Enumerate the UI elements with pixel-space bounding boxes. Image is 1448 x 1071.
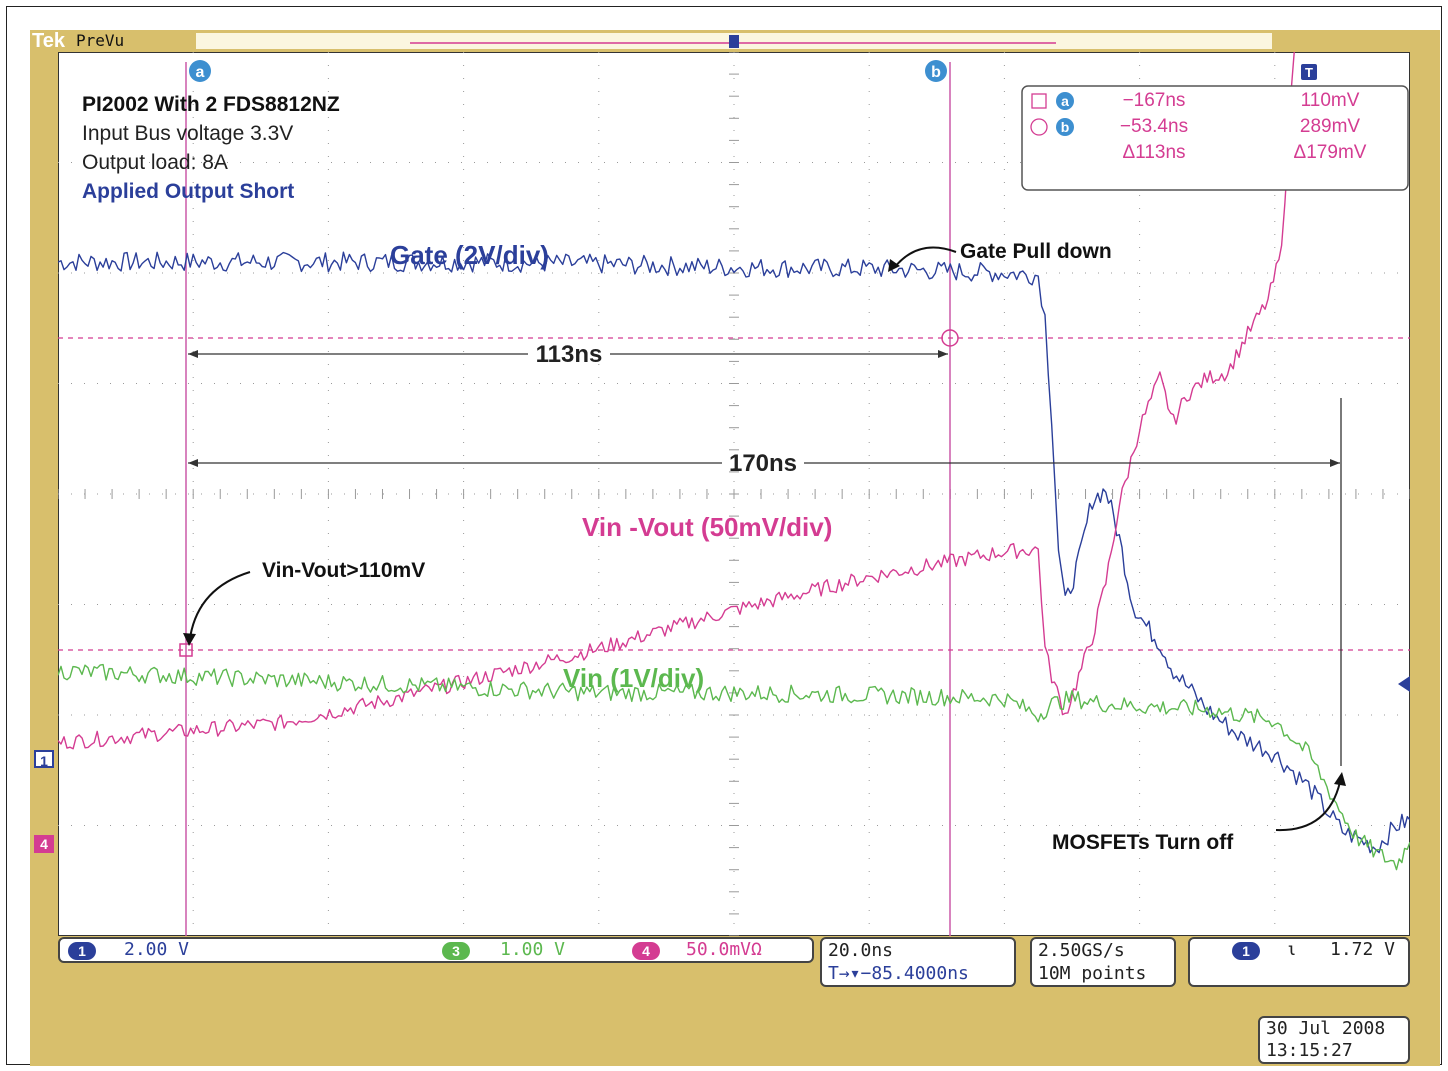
record-view-strip[interactable] <box>196 33 1272 49</box>
trigger-panel[interactable]: 1 ι 1.72 V <box>1188 937 1410 987</box>
date: 30 Jul 2008 <box>1266 1018 1386 1039</box>
trace-vin <box>58 663 1410 871</box>
output-load-note: Output load: 8A <box>82 151 228 174</box>
span-113-label: 113ns <box>536 341 603 368</box>
mosfets-turn-off-note: MOSFETs Turn off <box>1052 831 1234 854</box>
gate-pull-down-arrowhead <box>888 259 900 272</box>
vin-trace-label: Vin (1V/div) <box>563 663 704 693</box>
span-113-arrow <box>188 350 948 358</box>
ch4-ground-marker[interactable]: 4 <box>34 835 54 853</box>
timebase-scale: 20.0ns <box>828 940 894 961</box>
cursor-b-symbol <box>1030 118 1048 136</box>
cursor-a-time: −167ns <box>1123 90 1186 111</box>
waveform-traces <box>58 52 1410 871</box>
cursor-a-symbol <box>1031 93 1047 109</box>
trigger-marker-label: T <box>1305 65 1313 80</box>
cursor-a-crosshair <box>179 643 193 657</box>
gate-trace-label: Gate (2V/div) <box>390 240 549 270</box>
readout-cursor-b-letter: b <box>1061 119 1070 135</box>
record-view-graphic <box>410 35 1056 48</box>
acquisition-mode: PreVu <box>76 31 125 50</box>
ch3-badge: 3 <box>442 942 470 960</box>
output-short-note: Applied Output Short <box>82 180 294 203</box>
cursor-b[interactable]: b <box>925 60 951 936</box>
cursor-a-value: 110mV <box>1301 90 1360 111</box>
gate-pull-down-note: Gate Pull down <box>960 240 1112 263</box>
time: 13:15:27 <box>1266 1040 1353 1061</box>
channel-scale-panel[interactable]: 1 2.00 V 3 1.00 V 4 50.0mVΩ <box>58 937 814 963</box>
timebase-panel[interactable]: 20.0ns T→▾−85.4000ns <box>820 937 1016 987</box>
cursor-b-time: −53.4ns <box>1120 116 1188 137</box>
turn-off-arrowhead <box>1334 772 1346 786</box>
cursor-delta-value: Δ179mV <box>1294 142 1367 163</box>
ch4-scale: 50.0mVΩ <box>686 939 762 960</box>
figure-title: PI2002 With 2 FDS8812NZ <box>82 93 340 116</box>
trigger-level: 1.72 V <box>1330 939 1396 960</box>
bus-voltage-note: Input Bus voltage 3.3V <box>82 122 293 145</box>
trigger-position-marker[interactable] <box>1301 64 1317 80</box>
turn-off-arrow <box>1275 781 1341 832</box>
threshold-arrowhead <box>183 633 196 646</box>
gate-pull-down-arrow <box>893 246 957 269</box>
ch1-badge: 1 <box>68 942 96 960</box>
ch3-scale: 1.00 V <box>500 939 566 960</box>
trace-gate <box>58 251 1410 854</box>
cursor-readout-box: a b −167ns 110mV −53.4ns 289mV Δ113ns Δ1… <box>1021 85 1409 191</box>
cursor-a[interactable]: a <box>185 60 211 936</box>
datetime-panel: 30 Jul 2008 13:15:27 <box>1258 1016 1410 1064</box>
span-170-label: 170ns <box>729 450 797 477</box>
vin-vout-trace-label: Vin -Vout (50mV/div) <box>582 512 832 542</box>
cursor-b-marker[interactable] <box>925 60 947 82</box>
acquisition-panel[interactable]: 2.50GS/s 10M points <box>1030 937 1176 987</box>
cursor-a-marker[interactable] <box>189 60 211 82</box>
tek-logo: Tek <box>32 30 65 52</box>
sample-rate: 2.50GS/s <box>1038 940 1125 961</box>
ch1-scale: 2.00 V <box>124 939 190 960</box>
threshold-arrow <box>189 571 251 639</box>
ch1-ground-marker[interactable]: 1 <box>34 750 54 769</box>
vin-vout-threshold-note: Vin-Vout>110mV <box>262 559 425 582</box>
span-170-arrow <box>188 398 1342 766</box>
readout-cursor-a-letter: a <box>1061 93 1069 109</box>
readout-cursor-a-badge <box>1056 92 1074 110</box>
cursor-b-marker-label: b <box>931 64 941 81</box>
trigger-level-icon[interactable] <box>1398 676 1410 692</box>
ch4-badge: 4 <box>632 942 660 960</box>
cursor-delta-time: Δ113ns <box>1122 142 1185 163</box>
trigger-slope-icon: ι <box>1286 939 1297 960</box>
waveform-display[interactable]: a b 113ns 170ns PI2002 With 2 FDS8812NZ … <box>58 52 1410 936</box>
trigger-position: T→▾−85.4000ns <box>828 963 969 984</box>
trigger-source-badge: 1 <box>1232 942 1260 960</box>
cursor-a-marker-label: a <box>196 64 205 81</box>
cursor-b-value: 289mV <box>1300 116 1361 137</box>
trace-vin-vout <box>58 52 1295 750</box>
cursor-b-crosshair <box>941 329 959 347</box>
record-length: 10M points <box>1038 963 1147 984</box>
readout-cursor-b-badge <box>1056 118 1074 136</box>
